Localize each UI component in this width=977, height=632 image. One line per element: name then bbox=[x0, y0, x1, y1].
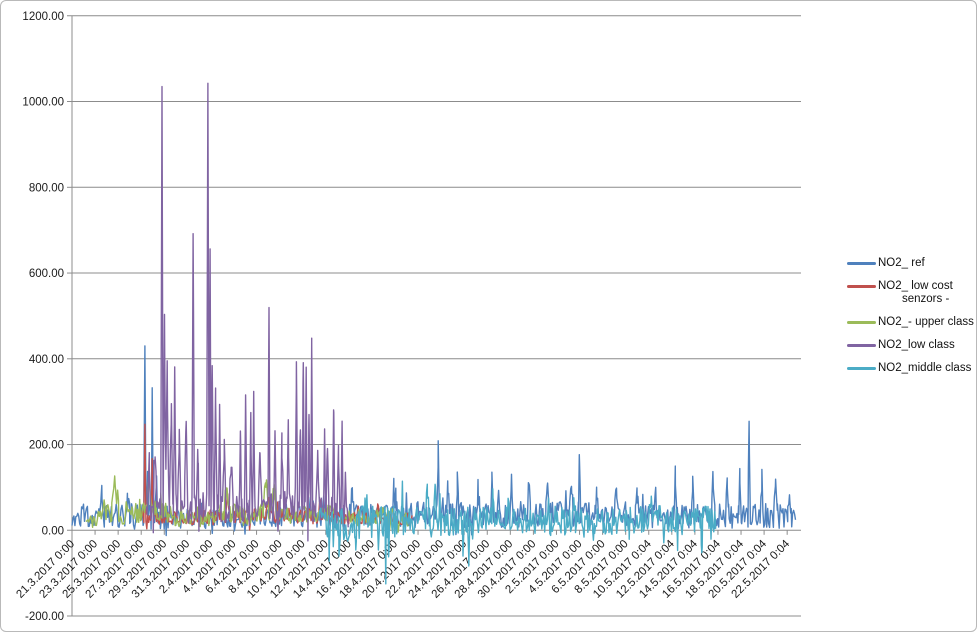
y-tick-label: 800.00 bbox=[29, 182, 64, 194]
chart-legend: NO2_ ref NO2_ low cost senzors - NO2_- uppe… bbox=[847, 257, 976, 375]
legend-label: NO2_ low cost senzors - bbox=[878, 280, 953, 305]
legend-item-1[interactable]: NO2_ low cost senzors - bbox=[847, 280, 976, 306]
y-tick-label: 600.00 bbox=[29, 268, 64, 280]
legend-label: NO2_ ref bbox=[878, 257, 925, 269]
legend-label: NO2_middle class bbox=[878, 362, 972, 374]
y-tick-label: 1000.00 bbox=[22, 97, 64, 109]
legend-item-0[interactable]: NO2_ ref bbox=[847, 257, 976, 270]
y-tick-label: -200.00 bbox=[25, 611, 64, 623]
legend-label: NO2_low class bbox=[878, 339, 955, 351]
y-tick-label: 0.00 bbox=[42, 525, 64, 537]
legend-line-sample bbox=[847, 262, 876, 265]
series-line-no2-middle-class[interactable] bbox=[318, 480, 717, 585]
legend-item-4[interactable]: NO2_middle class bbox=[847, 362, 976, 375]
legend-line-sample bbox=[847, 285, 876, 288]
legend-item-3[interactable]: NO2_low class bbox=[847, 339, 976, 352]
y-tick-label: 400.00 bbox=[29, 354, 64, 366]
y-tick-label: 200.00 bbox=[29, 440, 64, 452]
y-tick-label: 1200.00 bbox=[22, 11, 64, 23]
legend-label: NO2_- upper class bbox=[878, 316, 974, 328]
series-line-no2-low-class[interactable] bbox=[145, 82, 349, 542]
legend-line-sample bbox=[847, 367, 876, 370]
legend-line-sample bbox=[847, 321, 876, 324]
legend-line-sample bbox=[847, 344, 876, 347]
legend-item-2[interactable]: NO2_- upper class bbox=[847, 316, 976, 329]
